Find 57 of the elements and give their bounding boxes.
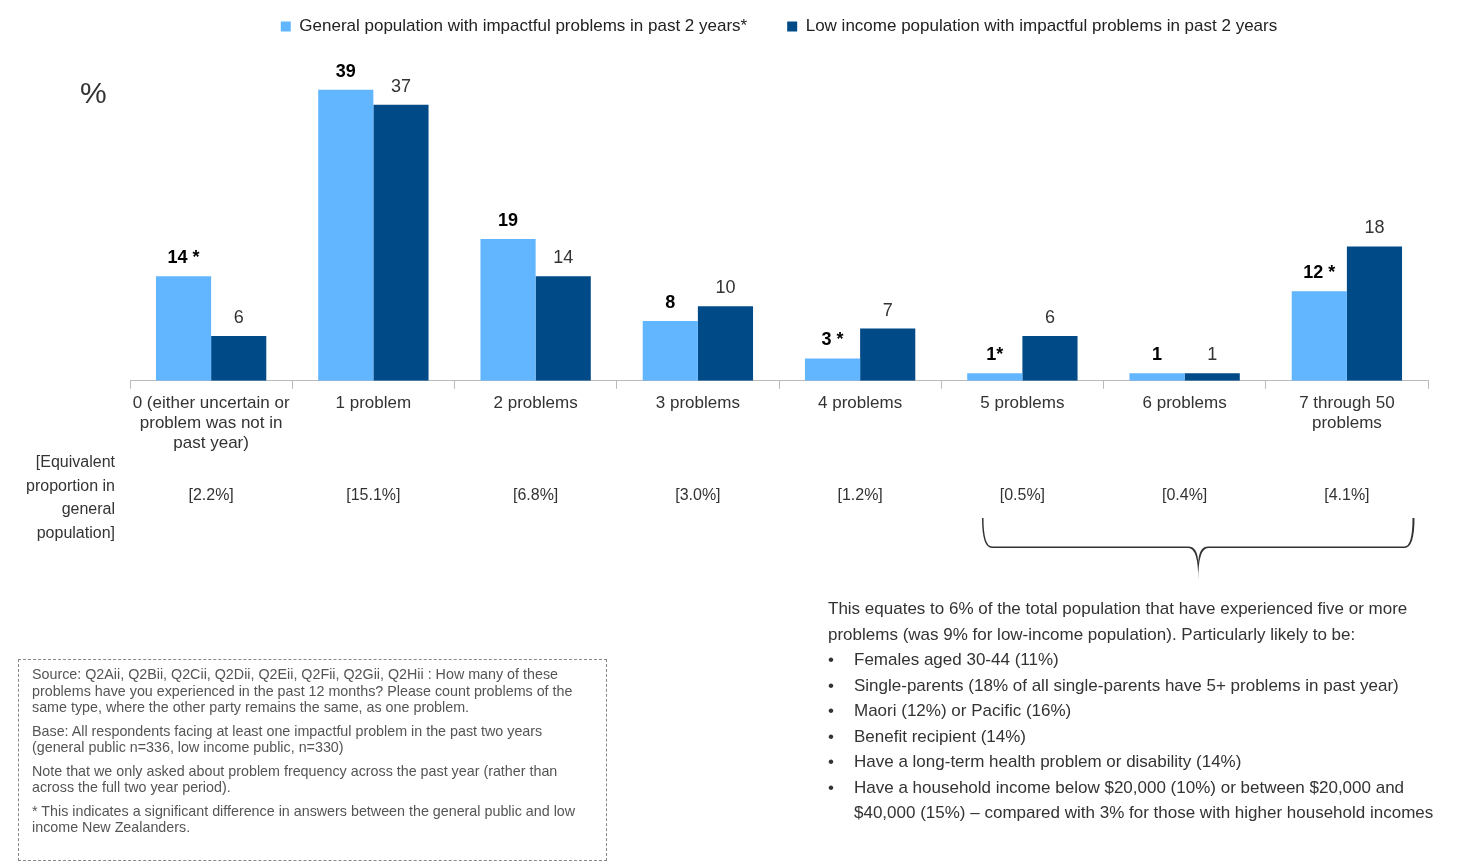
x-tick-label: 1 problem xyxy=(335,392,412,412)
bar xyxy=(318,89,374,381)
text: [15.1%] xyxy=(345,486,402,504)
bar xyxy=(1184,373,1240,381)
data-label: 18 xyxy=(1364,217,1385,238)
bar xyxy=(211,336,267,381)
text: * This indicates a significant difference in answers between the general public and low income New Zealanders. xyxy=(32,802,577,836)
text: [4.1%] xyxy=(1323,486,1371,504)
data-label: 19 xyxy=(498,209,519,230)
bar xyxy=(1346,246,1403,381)
data-label: 1 xyxy=(1207,344,1218,365)
bar xyxy=(373,104,429,381)
bar xyxy=(804,358,861,381)
data-label: 6 xyxy=(233,307,244,327)
x-tick-label: 2 problems xyxy=(493,392,578,412)
bar xyxy=(1129,373,1185,381)
data-label: 7 xyxy=(882,299,893,320)
data-label: 6 xyxy=(1044,307,1055,327)
x-tick-label: 4 problems xyxy=(818,392,903,412)
text: [1.2%] xyxy=(836,486,884,504)
legend-label: Low income population with impactful problems in past 2 years xyxy=(805,16,1278,36)
x-tick-label: 0 (either uncertain or problem was not in past year) xyxy=(132,392,290,453)
text: [Equivalent proportion in general population] xyxy=(25,452,115,543)
text: Base: All respondents facing at least one impactful problem in the past two years (general public n=336, low income public, n=330) xyxy=(32,722,544,756)
x-tick-label: 6 problems xyxy=(1142,392,1227,412)
text: [0.5%] xyxy=(998,486,1047,504)
data-label: 3 * xyxy=(821,329,844,350)
bar xyxy=(860,328,916,381)
data-label: 14 xyxy=(553,247,574,268)
text: [6.8%] xyxy=(511,486,560,504)
bar xyxy=(1022,336,1078,381)
bar xyxy=(155,276,212,381)
y-axis-title: % xyxy=(80,76,107,110)
bar xyxy=(480,239,536,381)
bar xyxy=(697,306,754,381)
bar xyxy=(535,276,591,381)
text: This equates to 6% of the total population that have experienced five or more problems (was 9% for low-income population). Particularly likely to be: • Females aged 30-44 (11%) • Single-parents (18% of all single-parents have 5+ problems in past year) • Maori (12%) or Pacific (16%) • Benefit recipient (14%) • Have a long-term health problem or disability (14%) • Have a household income below $20,000 (10%) or between $20,000 and $40,000 (15%) – compared with 3% for those with higher household incomes xyxy=(828,599,1434,822)
data-label: 14 * xyxy=(167,247,200,268)
data-label: 39 xyxy=(335,60,356,81)
text: Note that we only asked about problem frequency across the past year (rather than across the full two year period). xyxy=(32,762,559,796)
text: [2.2%] xyxy=(187,486,235,504)
data-label: 1 xyxy=(1152,344,1163,365)
text: [0.4%] xyxy=(1160,486,1209,504)
data-label: 12 * xyxy=(1303,262,1336,283)
bar xyxy=(967,373,1023,381)
x-tick-label: 3 problems xyxy=(655,392,740,412)
bar xyxy=(1291,291,1347,381)
data-label: 37 xyxy=(390,75,411,96)
legend-label: General population with impactful problems in past 2 years* xyxy=(299,16,748,36)
text: [3.0%] xyxy=(674,486,722,504)
bar xyxy=(642,321,698,381)
data-label: 10 xyxy=(715,277,736,298)
x-tick-label: 5 problems xyxy=(980,392,1065,412)
data-label: 8 xyxy=(665,292,676,313)
data-label: 1* xyxy=(986,344,1004,365)
source-note: Source: Q2Aii, Q2Bii, Q2Cii, Q2Dii, Q2Eii, Q2Fii, Q2Gii, Q2Hii : How many of these problems have you experienced in the past 12 months? Please count problems of the same type, where the other party remains the same, as one problem. xyxy=(32,666,574,716)
x-tick-label: 7 through 50 problems xyxy=(1299,392,1395,433)
